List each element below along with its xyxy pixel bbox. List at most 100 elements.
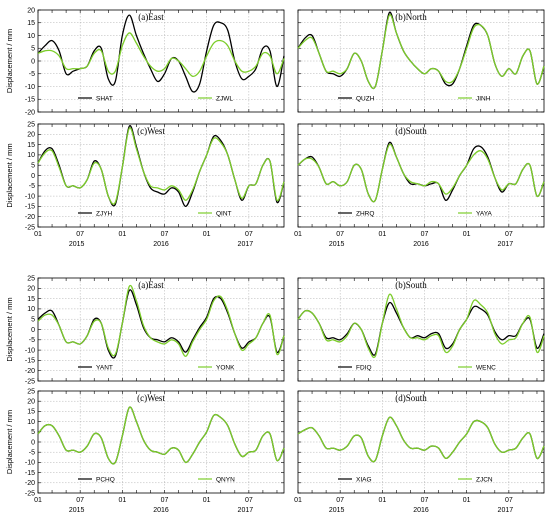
legend-label: WENC bbox=[476, 364, 496, 371]
legend-label: JINH bbox=[476, 95, 491, 102]
y-tick-label: -5 bbox=[29, 450, 35, 457]
series-line-fdiq bbox=[297, 301, 545, 356]
y-tick-label: -5 bbox=[29, 183, 35, 190]
x-tick-label: 01 bbox=[294, 497, 302, 504]
y-tick-label: 20 bbox=[27, 7, 35, 14]
series-line-yant bbox=[37, 289, 285, 359]
y-tick-label: -5 bbox=[29, 337, 35, 344]
legend-label: YANT bbox=[96, 364, 113, 371]
x-tick-label: 07 bbox=[336, 497, 344, 504]
year-label: 2017 bbox=[238, 507, 254, 514]
chart-panel-bottom-a: 25 20 15 10 5 0 -5 -10 -15 -20 -25 (a)East YANT YONK D… bbox=[5, 275, 285, 385]
y-tick-label: -20 bbox=[25, 368, 35, 375]
y-tick-label: 25 bbox=[27, 275, 35, 282]
y-tick-label: 15 bbox=[27, 409, 35, 416]
series-line-pchq bbox=[37, 406, 285, 465]
x-tick-label: 07 bbox=[421, 231, 429, 238]
year-label: 2016 bbox=[153, 507, 169, 514]
x-tick-label: 07 bbox=[161, 231, 169, 238]
y-tick-label: -20 bbox=[25, 109, 35, 116]
y-tick-label: 10 bbox=[27, 306, 35, 313]
panel-title: (a)East bbox=[138, 12, 164, 22]
x-tick-label: 07 bbox=[421, 497, 429, 504]
y-tick-label: -15 bbox=[25, 358, 35, 365]
chart-panel-bottom-d: (d)South XIAG ZJCN 01 07 01 07 01 07 2015 2016 2017 bbox=[294, 390, 545, 514]
legend-label: PCHQ bbox=[96, 476, 115, 483]
legend-label: FDIQ bbox=[356, 364, 372, 371]
y-tick-label: -20 bbox=[25, 214, 35, 221]
panel-title: (c)West bbox=[137, 393, 165, 403]
chart-panel-bottom-b: (b)South FDIQ WENC bbox=[297, 277, 545, 382]
panel-title: (d)South bbox=[395, 126, 427, 136]
y-tick-label: 10 bbox=[27, 419, 35, 426]
y-tick-label: -20 bbox=[25, 480, 35, 487]
series-line-shat bbox=[37, 14, 285, 93]
series-line-xiag bbox=[297, 416, 545, 463]
legend-label: ZJWL bbox=[216, 95, 233, 102]
chart-panel-top-d: (d)South ZHRQ YAYA 01 07 01 07 01 07 2015 2016 2017 bbox=[294, 123, 545, 248]
y-axis-label: Displacement / mm bbox=[5, 297, 14, 361]
legend-label: ZJCN bbox=[476, 476, 493, 483]
y-tick-label: 15 bbox=[27, 296, 35, 303]
series-line-jinh bbox=[297, 14, 545, 90]
y-tick-label: 15 bbox=[27, 142, 35, 149]
panel-title: (d)South bbox=[395, 393, 427, 403]
x-tick-label: 07 bbox=[76, 231, 84, 238]
x-tick-label: 01 bbox=[203, 231, 211, 238]
y-tick-label: 20 bbox=[27, 286, 35, 293]
y-tick-label: 15 bbox=[27, 20, 35, 27]
panel-title: (b)North bbox=[395, 12, 427, 22]
y-tick-label: -5 bbox=[29, 71, 35, 78]
x-tick-label: 01 bbox=[203, 497, 211, 504]
x-tick-label: 01 bbox=[294, 231, 302, 238]
y-tick-label: -10 bbox=[25, 460, 35, 467]
y-tick-label: -15 bbox=[25, 470, 35, 477]
x-tick-label: 01 bbox=[378, 497, 386, 504]
x-tick-label: 07 bbox=[336, 231, 344, 238]
x-tick-label: 01 bbox=[463, 497, 471, 504]
series-line-zjcn bbox=[297, 416, 545, 463]
year-label: 2016 bbox=[413, 507, 429, 514]
year-label: 2017 bbox=[238, 241, 254, 248]
y-tick-label: 0 bbox=[31, 58, 35, 65]
year-label: 2017 bbox=[498, 507, 514, 514]
y-tick-label: 0 bbox=[31, 439, 35, 446]
panel-title: (c)West bbox=[137, 126, 165, 136]
legend-label: ZJYH bbox=[96, 210, 113, 217]
y-tick-label: 5 bbox=[31, 429, 35, 436]
series-line-qint bbox=[37, 127, 285, 205]
x-tick-label: 07 bbox=[245, 231, 253, 238]
legend-label: YAYA bbox=[476, 210, 493, 217]
legend-label: ZHRQ bbox=[356, 210, 374, 217]
y-tick-label: 5 bbox=[31, 163, 35, 170]
x-tick-label: 01 bbox=[34, 497, 42, 504]
y-axis-label: Displacement / mm bbox=[5, 143, 14, 207]
legend-label: XIAG bbox=[356, 476, 372, 483]
year-label: 2017 bbox=[498, 241, 514, 248]
year-label: 2015 bbox=[329, 241, 345, 248]
panel-title: (b)South bbox=[395, 280, 427, 290]
y-tick-label: 25 bbox=[27, 388, 35, 395]
y-tick-label: -25 bbox=[25, 224, 35, 231]
x-tick-label: 07 bbox=[505, 231, 513, 238]
chart-panel-top-b: (b)North QUZH JINH bbox=[297, 9, 545, 113]
legend-label: YONK bbox=[216, 364, 235, 371]
y-axis-label: Displacement / mm bbox=[5, 29, 14, 93]
x-tick-label: 07 bbox=[505, 497, 513, 504]
year-label: 2016 bbox=[153, 241, 169, 248]
year-label: 2015 bbox=[69, 241, 85, 248]
y-tick-label: 0 bbox=[31, 327, 35, 334]
y-tick-label: 25 bbox=[27, 121, 35, 128]
x-tick-label: 01 bbox=[34, 231, 42, 238]
y-tick-label: -10 bbox=[25, 193, 35, 200]
y-tick-label: 0 bbox=[31, 173, 35, 180]
series-line-quzh bbox=[297, 11, 545, 90]
series-line-zhrq bbox=[297, 141, 545, 203]
legend-label: QNYN bbox=[216, 476, 235, 483]
y-tick-label: -25 bbox=[25, 378, 35, 385]
x-tick-label: 07 bbox=[76, 497, 84, 504]
year-label: 2015 bbox=[329, 507, 345, 514]
y-axis-label: Displacement / mm bbox=[5, 410, 14, 474]
